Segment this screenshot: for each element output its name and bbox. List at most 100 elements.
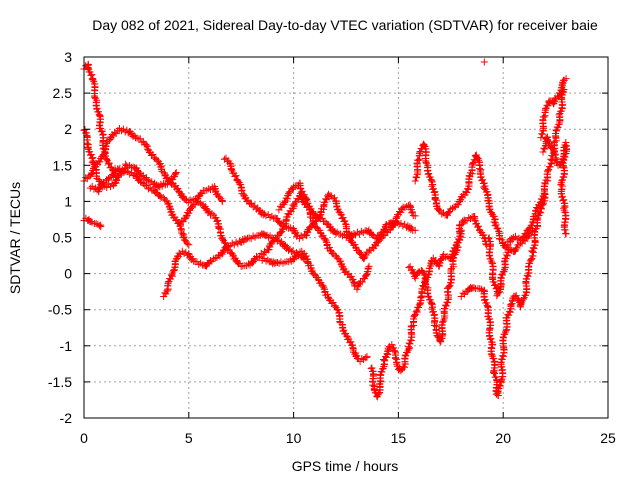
data-point bbox=[215, 225, 223, 233]
data-point bbox=[507, 300, 515, 308]
data-point bbox=[431, 321, 439, 329]
data-point bbox=[280, 200, 288, 208]
x-tick-labels: 0 5 10 15 20 25 bbox=[80, 430, 616, 446]
data-point bbox=[541, 145, 549, 153]
data-point bbox=[494, 224, 502, 232]
data-point bbox=[181, 195, 189, 203]
data-point bbox=[264, 256, 272, 264]
data-point bbox=[436, 207, 444, 215]
data-point bbox=[347, 338, 355, 346]
data-point bbox=[406, 223, 414, 231]
data-point bbox=[232, 172, 240, 180]
data-point bbox=[202, 205, 210, 213]
data-point bbox=[375, 389, 383, 397]
data-point bbox=[250, 258, 258, 266]
data-point bbox=[505, 311, 513, 319]
y-tick-label: -1 bbox=[60, 338, 73, 354]
data-point bbox=[119, 125, 127, 133]
data-point bbox=[103, 155, 111, 163]
data-point bbox=[379, 232, 387, 240]
data-point bbox=[557, 181, 565, 189]
data-point bbox=[325, 295, 333, 303]
x-tick-label: 0 bbox=[80, 430, 88, 446]
x-tick-label: 15 bbox=[391, 430, 407, 446]
data-point bbox=[93, 104, 101, 112]
data-point bbox=[511, 247, 519, 255]
data-point bbox=[408, 208, 416, 216]
data-point bbox=[525, 225, 533, 233]
data-point bbox=[429, 308, 437, 316]
data-point bbox=[302, 232, 310, 240]
data-point bbox=[87, 218, 95, 225]
data-point bbox=[474, 154, 482, 162]
data-point bbox=[256, 207, 264, 215]
data-point bbox=[347, 272, 355, 280]
data-point bbox=[388, 341, 396, 349]
data-point bbox=[158, 182, 166, 190]
data-point bbox=[155, 160, 163, 168]
data-point bbox=[181, 215, 189, 223]
data-point bbox=[527, 256, 535, 264]
data-point bbox=[143, 182, 151, 190]
data-point bbox=[486, 331, 494, 339]
data-point bbox=[418, 267, 426, 275]
data-point bbox=[485, 234, 493, 242]
data-point bbox=[350, 229, 358, 237]
y-tick-label: 0.5 bbox=[53, 230, 73, 246]
data-point bbox=[266, 243, 274, 251]
data-point bbox=[491, 369, 499, 377]
data-point bbox=[513, 235, 521, 243]
data-point bbox=[449, 204, 457, 212]
data-point bbox=[87, 71, 95, 79]
data-point bbox=[402, 352, 410, 360]
data-point bbox=[388, 223, 396, 231]
data-point bbox=[111, 128, 119, 136]
data-point bbox=[242, 236, 250, 244]
data-point bbox=[538, 196, 546, 204]
data-point bbox=[156, 192, 164, 200]
data-point bbox=[126, 128, 134, 136]
data-point bbox=[142, 141, 150, 149]
data-point bbox=[127, 131, 135, 139]
data-point bbox=[95, 222, 103, 230]
data-point bbox=[358, 355, 366, 363]
data-point bbox=[333, 228, 341, 236]
data-point bbox=[472, 151, 480, 159]
data-point bbox=[496, 381, 504, 389]
data-point bbox=[406, 340, 414, 348]
data-point bbox=[294, 231, 302, 239]
data-point bbox=[529, 248, 537, 256]
data-point bbox=[172, 169, 180, 177]
data-point bbox=[425, 292, 433, 300]
data-point bbox=[554, 124, 562, 132]
data-point bbox=[97, 223, 105, 231]
series-sat-l bbox=[411, 140, 537, 255]
data-point bbox=[90, 185, 98, 193]
data-point bbox=[118, 166, 126, 174]
data-point bbox=[497, 376, 505, 384]
data-point bbox=[297, 184, 305, 192]
y-axis-title: SDTVAR / TECUs bbox=[7, 182, 23, 294]
data-point bbox=[450, 203, 458, 211]
data-point bbox=[331, 194, 339, 202]
data-point bbox=[170, 267, 178, 275]
data-point bbox=[540, 113, 548, 121]
data-point bbox=[319, 282, 327, 290]
data-point bbox=[281, 199, 289, 207]
data-point bbox=[546, 163, 554, 171]
data-point bbox=[411, 274, 419, 282]
data-point bbox=[522, 230, 530, 238]
data-point bbox=[482, 241, 490, 249]
data-point bbox=[438, 210, 446, 218]
axis-ticks bbox=[83, 56, 609, 419]
data-point bbox=[511, 232, 519, 240]
data-point bbox=[227, 166, 235, 174]
data-point bbox=[208, 210, 216, 218]
data-point bbox=[113, 177, 121, 185]
data-point bbox=[185, 241, 193, 249]
data-point bbox=[560, 152, 568, 160]
data-point bbox=[98, 127, 106, 135]
series-sat-i bbox=[258, 247, 371, 365]
data-point bbox=[378, 368, 386, 376]
data-point bbox=[500, 334, 508, 342]
